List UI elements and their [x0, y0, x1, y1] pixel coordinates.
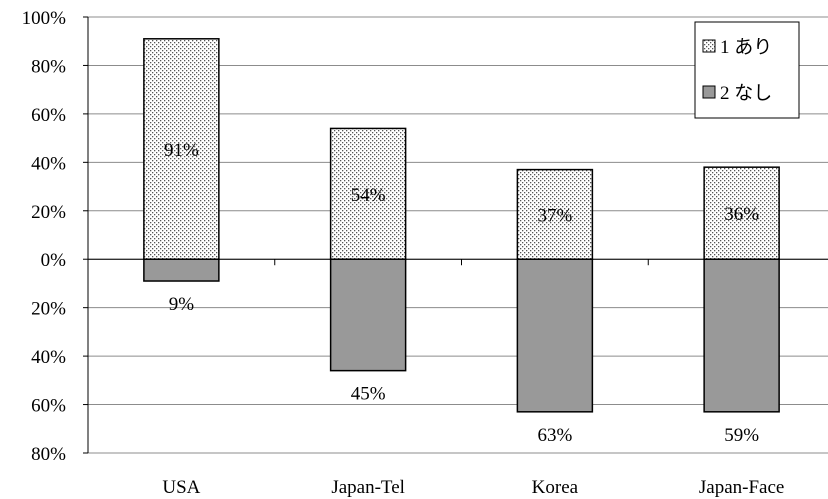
y-tick-label: 20%: [31, 299, 66, 320]
bars: 91% 9% 54% 45% 37% 63% 36% 59%: [143, 38, 780, 446]
y-tick-label: 80%: [31, 444, 66, 465]
bar-nashi-usa: [143, 258, 220, 282]
legend: 1 あり 2 なし: [694, 21, 800, 119]
data-label-nashi: 59%: [724, 425, 759, 446]
category-label: Japan-Tel: [331, 477, 405, 498]
bar-nashi-korea: [516, 258, 594, 413]
y-tick-label: 20%: [31, 202, 66, 223]
y-tick-label: 80%: [31, 56, 66, 77]
category-label: Korea: [532, 477, 579, 498]
bar-nashi-japan-face: [703, 258, 780, 413]
y-tick-label: 0%: [41, 250, 67, 271]
y-tick-label: 60%: [31, 396, 66, 417]
y-tick-label: 40%: [31, 153, 66, 174]
category-label: Japan-Face: [699, 477, 784, 498]
data-label-nashi: 9%: [169, 294, 195, 315]
legend-swatch: [702, 39, 716, 53]
data-label-ari: 54%: [351, 185, 386, 206]
data-label-ari: 91%: [164, 140, 199, 161]
data-label-ari: 37%: [537, 205, 572, 226]
legend-swatch: [702, 85, 716, 99]
y-tick-label: 100%: [22, 8, 67, 29]
legend-label: 1 あり: [720, 37, 772, 58]
bar-ari-japan-face: [703, 166, 780, 260]
data-label-nashi: 45%: [351, 384, 386, 405]
data-label-ari: 36%: [724, 204, 759, 225]
category-label: USA: [162, 477, 200, 498]
bar-nashi-japan-tel: [329, 258, 407, 372]
y-axis: 100% 80% 60% 40% 20% 0% 20% 40% 60% 80%: [22, 8, 89, 465]
data-label-nashi: 63%: [537, 425, 572, 446]
y-tick-label: 40%: [31, 347, 66, 368]
y-tick-label: 60%: [31, 105, 66, 126]
legend-box: [694, 21, 800, 119]
bar-ari-korea: [516, 168, 594, 260]
legend-label: 2 なし: [720, 83, 772, 104]
bar-ari-japan-tel: [329, 127, 407, 260]
bar-ari-usa: [143, 38, 220, 260]
x-axis: USA Japan-Tel Korea Japan-Face: [88, 258, 828, 498]
